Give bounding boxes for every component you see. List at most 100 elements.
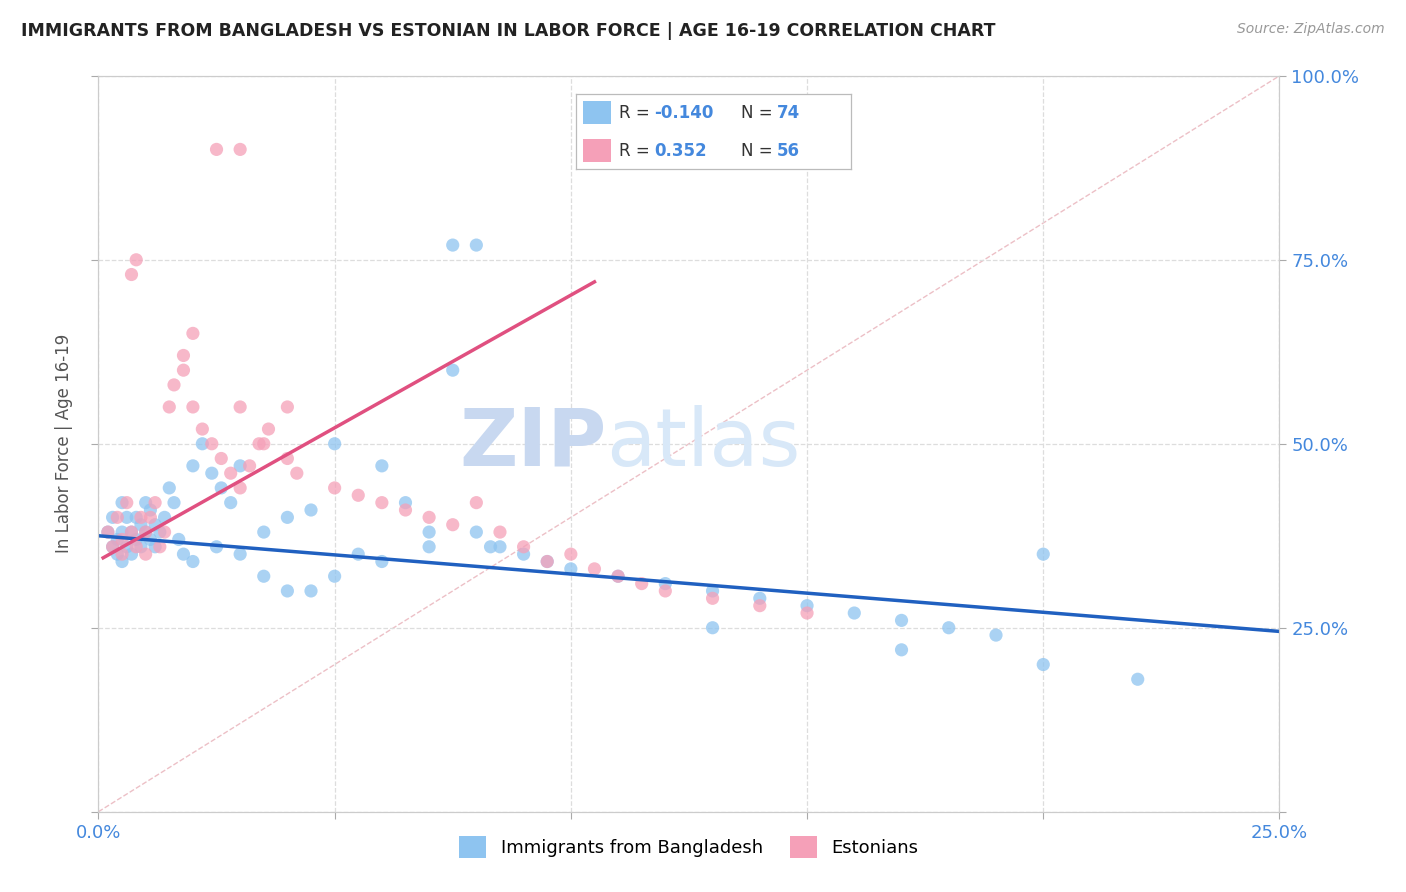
Point (560, 562, 582, 576)
Point (323, 481, 346, 495)
Point (229, 481, 252, 495)
Point (111, 533, 134, 547)
Text: IMMIGRANTS FROM BANGLADESH VS ESTONIAN IN LABOR FORCE | AGE 16-19 CORRELATION CH: IMMIGRANTS FROM BANGLADESH VS ESTONIAN I… (21, 22, 995, 40)
Point (512, 540, 534, 554)
Point (172, 363, 194, 377)
Text: R =: R = (619, 103, 655, 121)
Legend: Immigrants from Bangladesh, Estonians: Immigrants from Bangladesh, Estonians (453, 829, 925, 865)
Point (143, 496, 166, 510)
Point (129, 510, 152, 524)
Point (276, 451, 298, 466)
Point (441, 238, 464, 252)
Point (229, 400, 252, 414)
Point (583, 562, 606, 576)
Point (253, 524, 276, 539)
Point (253, 436, 276, 450)
Text: 74: 74 (776, 103, 800, 121)
Point (441, 363, 464, 377)
Point (299, 503, 322, 517)
Point (149, 524, 172, 539)
Point (702, 584, 724, 599)
Point (205, 540, 228, 554)
Point (111, 554, 134, 569)
Point (219, 496, 242, 510)
Y-axis label: In Labor Force | Age 16-19: In Labor Force | Age 16-19 (55, 334, 73, 553)
Point (257, 422, 280, 436)
Point (191, 436, 214, 450)
Point (209, 451, 232, 466)
Point (890, 642, 912, 657)
Point (167, 533, 190, 547)
Text: -0.140: -0.140 (655, 103, 714, 121)
Point (125, 533, 148, 547)
Point (143, 517, 166, 532)
Point (172, 547, 194, 561)
Point (125, 510, 148, 524)
Point (201, 436, 224, 450)
Point (1032, 657, 1054, 672)
Point (139, 503, 162, 517)
Point (394, 503, 416, 517)
Point (157, 481, 180, 495)
Point (121, 268, 143, 282)
Point (153, 524, 176, 539)
Point (129, 517, 152, 532)
Point (347, 488, 370, 502)
Point (748, 591, 770, 606)
Point (121, 524, 143, 539)
Text: Source: ZipAtlas.com: Source: ZipAtlas.com (1237, 22, 1385, 37)
Point (276, 510, 298, 524)
Text: R =: R = (619, 142, 655, 160)
Point (276, 584, 298, 599)
Point (560, 547, 582, 561)
Point (229, 142, 252, 157)
Point (111, 496, 134, 510)
Point (239, 458, 262, 473)
Point (465, 524, 488, 539)
Point (135, 524, 157, 539)
Point (181, 400, 204, 414)
Point (938, 621, 960, 635)
Point (607, 569, 630, 583)
Point (465, 238, 488, 252)
Point (163, 496, 186, 510)
Point (205, 142, 228, 157)
Point (630, 576, 652, 591)
Point (101, 510, 124, 524)
Point (209, 481, 232, 495)
Point (201, 466, 224, 480)
Point (229, 547, 252, 561)
Point (489, 524, 512, 539)
Point (97, 524, 120, 539)
Point (654, 584, 676, 599)
Point (371, 554, 394, 569)
Point (105, 533, 128, 547)
Point (479, 540, 502, 554)
Point (181, 326, 204, 341)
Point (139, 533, 162, 547)
Point (163, 378, 186, 392)
Point (512, 547, 534, 561)
Point (276, 400, 298, 414)
Point (157, 400, 180, 414)
Point (181, 554, 204, 569)
Point (890, 614, 912, 628)
Text: N =: N = (741, 142, 778, 160)
Point (607, 569, 630, 583)
Text: 0.352: 0.352 (655, 142, 707, 160)
Point (1126, 673, 1149, 687)
Text: 56: 56 (776, 142, 800, 160)
Point (105, 510, 128, 524)
Point (181, 458, 204, 473)
Point (115, 510, 138, 524)
Point (111, 547, 134, 561)
Point (101, 540, 124, 554)
Point (702, 591, 724, 606)
Point (285, 466, 308, 480)
Point (418, 510, 440, 524)
Point (489, 540, 512, 554)
Point (418, 540, 440, 554)
Point (323, 569, 346, 583)
Point (125, 540, 148, 554)
Text: atlas: atlas (606, 405, 800, 483)
